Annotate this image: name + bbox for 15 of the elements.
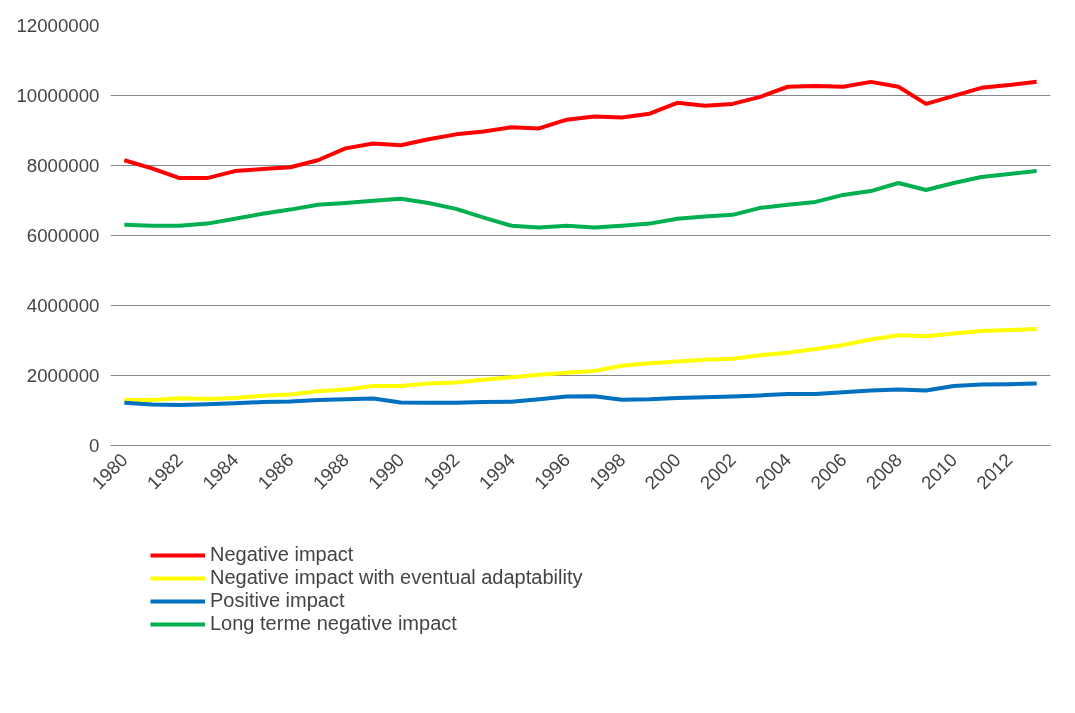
y-tick-label: 8000000	[26, 155, 100, 176]
line-series	[122, 381, 1039, 407]
y-tick-label: 0	[89, 435, 100, 456]
y-tick-label: 12000000	[16, 15, 100, 36]
line-series	[122, 169, 1039, 230]
line-series	[122, 326, 1039, 402]
y-tick-label: 10000000	[16, 85, 100, 106]
legend-label: Negative impact	[210, 543, 354, 566]
y-tick-label: 6000000	[26, 225, 100, 246]
y-tick-label: 2000000	[26, 365, 100, 386]
y-tick-label: 4000000	[26, 295, 100, 316]
legend-label: Positive impact	[210, 589, 345, 612]
line-series	[122, 79, 1039, 181]
legend-label: Negative impact with eventual adaptability	[210, 566, 583, 589]
legend-label: Long terme negative impact	[210, 612, 457, 635]
